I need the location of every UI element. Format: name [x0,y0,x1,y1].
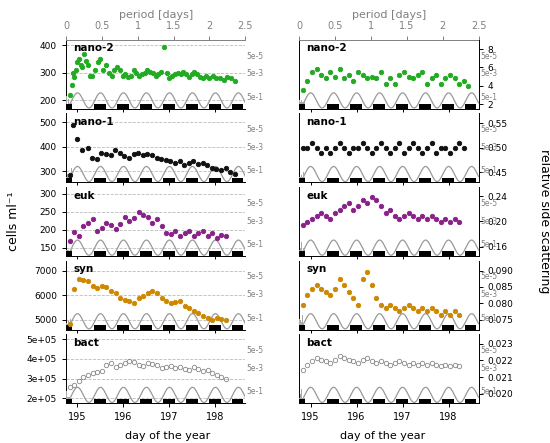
Bar [373,399,385,403]
Bar [327,325,339,330]
Bar [232,252,243,256]
Bar [395,178,408,182]
Bar [163,178,175,182]
Bar [299,325,305,330]
Bar [442,104,454,109]
X-axis label: period [days]: period [days] [351,10,426,20]
Text: day of the year: day of the year [125,431,210,441]
Bar [163,104,175,109]
Bar [373,178,385,182]
Bar [66,399,72,403]
Bar [465,399,476,403]
Bar [373,325,385,330]
Bar [185,104,198,109]
Bar [419,325,431,330]
Text: relative side scattering: relative side scattering [538,149,550,294]
Bar [208,399,221,403]
Bar [185,325,198,330]
Bar [94,252,106,256]
Text: nano-2: nano-2 [73,43,114,53]
Text: euk: euk [306,190,328,201]
Bar [465,104,476,109]
Bar [350,399,362,403]
Bar [350,178,362,182]
Bar [327,399,339,403]
Bar [117,178,129,182]
Bar [94,104,106,109]
Bar [350,252,362,256]
Bar [465,252,476,256]
Text: bact: bact [73,338,99,348]
Bar [140,325,152,330]
Bar [299,104,305,109]
Bar [442,325,454,330]
Bar [465,325,476,330]
Bar [395,325,408,330]
Bar [327,178,339,182]
Bar [185,252,198,256]
Bar [299,252,305,256]
X-axis label: period [days]: period [days] [119,10,193,20]
Text: day of the year: day of the year [340,431,425,441]
Bar [163,325,175,330]
Bar [442,252,454,256]
Bar [419,399,431,403]
Text: nano-1: nano-1 [73,117,114,127]
Text: bact: bact [306,338,332,348]
Bar [140,399,152,403]
Bar [208,325,221,330]
Bar [350,325,362,330]
Bar [299,399,305,403]
Bar [208,252,221,256]
Bar [232,399,243,403]
Bar [465,178,476,182]
Bar [185,178,198,182]
Bar [442,399,454,403]
Bar [442,178,454,182]
Bar [117,104,129,109]
Bar [94,399,106,403]
Bar [185,399,198,403]
Bar [140,252,152,256]
Bar [299,178,305,182]
Text: nano-1: nano-1 [306,117,347,127]
Bar [163,252,175,256]
Bar [350,104,362,109]
Bar [232,104,243,109]
Bar [140,178,152,182]
Bar [66,104,72,109]
Bar [117,252,129,256]
Bar [140,104,152,109]
Bar [66,178,72,182]
Bar [373,104,385,109]
Bar [208,104,221,109]
Text: syn: syn [73,264,94,274]
Bar [163,399,175,403]
Bar [117,399,129,403]
Bar [419,104,431,109]
Bar [395,104,408,109]
Bar [232,178,243,182]
Bar [395,252,408,256]
Text: euk: euk [73,190,95,201]
Bar [327,104,339,109]
Text: syn: syn [306,264,327,274]
Text: nano-2: nano-2 [306,43,347,53]
Bar [94,325,106,330]
Bar [66,325,72,330]
Bar [94,178,106,182]
Bar [395,399,408,403]
Bar [208,178,221,182]
Bar [327,252,339,256]
Bar [117,325,129,330]
Bar [373,252,385,256]
Text: cells ml⁻¹: cells ml⁻¹ [7,192,20,251]
Bar [419,178,431,182]
Bar [66,252,72,256]
Bar [419,252,431,256]
Bar [232,325,243,330]
